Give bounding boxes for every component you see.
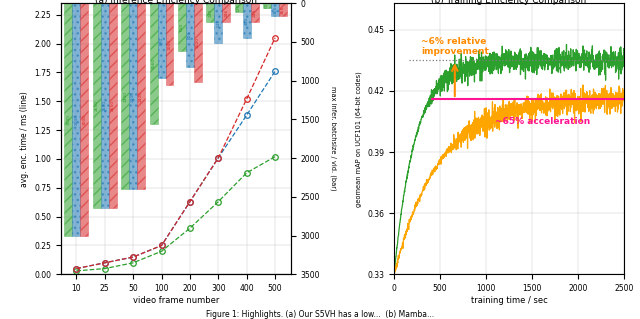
Bar	[214, 3, 222, 43]
Bar	[263, 3, 271, 8]
Text: 165: 165	[273, 5, 277, 14]
Text: 2400: 2400	[124, 91, 127, 102]
S5VH w/o $\mathcal{L}_{CA}$	[468, 125, 476, 129]
S5VH w/ $\mathcal{L}_{CA}$	[490, 68, 498, 72]
S5VH w/o $\mathcal{L}_{CA}$	[516, 110, 524, 114]
Bar	[251, 3, 259, 22]
Text: ~6% relative
improvement: ~6% relative improvement	[420, 37, 489, 56]
Bar	[150, 3, 157, 124]
Text: 165: 165	[281, 5, 285, 14]
Text: 1060: 1060	[168, 39, 172, 50]
Y-axis label: avg. enc. time / ms (line): avg. enc. time / ms (line)	[20, 91, 29, 187]
Bar	[194, 3, 202, 82]
Line: S5VH w/o $\mathcal{L}_{CA}$: S5VH w/o $\mathcal{L}_{CA}$	[394, 85, 624, 273]
S5VH w/ $\mathcal{L}_{CA}$	[620, 58, 628, 62]
S5VH w/ $\mathcal{L}_{CA}$	[429, 99, 436, 103]
Bar	[72, 3, 81, 236]
Text: 450: 450	[244, 17, 249, 25]
Text: 2650: 2650	[103, 100, 107, 111]
Text: 3000: 3000	[67, 114, 70, 125]
Text: 1560: 1560	[152, 58, 156, 69]
Bar	[65, 3, 72, 236]
Title: (b) Training Efficiency Comparison: (b) Training Efficiency Comparison	[431, 0, 587, 5]
Bar	[186, 3, 194, 67]
Bar	[157, 3, 166, 78]
Text: 620: 620	[180, 23, 184, 31]
Text: 2650: 2650	[111, 100, 115, 111]
Y-axis label: max infer. batchsize / vid. (bar): max infer. batchsize / vid. (bar)	[330, 86, 336, 191]
Bar	[166, 3, 173, 85]
Bar	[109, 3, 116, 209]
S5VH w/ $\mathcal{L}_{CA}$	[420, 109, 428, 113]
S5VH w/o $\mathcal{L}_{CA}$	[390, 271, 398, 275]
S5VH w/ $\mathcal{L}_{CA}$	[390, 273, 398, 277]
Text: 2400: 2400	[139, 91, 143, 102]
S5VH w/o $\mathcal{L}_{CA}$	[579, 83, 587, 87]
S5VH w/ $\mathcal{L}_{CA}$	[516, 58, 524, 62]
Text: ~65% acceleration: ~65% acceleration	[495, 117, 591, 126]
S5VH w/ $\mathcal{L}_{CA}$	[511, 61, 519, 64]
Bar	[101, 3, 109, 209]
Text: 2650: 2650	[95, 100, 99, 111]
Title: (a) Inference Efficiency Comparison: (a) Inference Efficiency Comparison	[95, 0, 257, 5]
Bar	[129, 3, 137, 189]
Bar	[235, 3, 243, 12]
Text: Figure 1: Highlights. (a) Our S5VH has a low...  (b) Mamba...: Figure 1: Highlights. (a) Our S5VH has a…	[206, 310, 434, 319]
Bar	[178, 3, 186, 51]
X-axis label: video frame number: video frame number	[132, 296, 219, 305]
Line: S5VH w/ $\mathcal{L}_{CA}$: S5VH w/ $\mathcal{L}_{CA}$	[394, 44, 624, 275]
S5VH w/o $\mathcal{L}_{CA}$	[620, 92, 628, 96]
Bar	[279, 3, 287, 16]
Text: 970: 970	[159, 37, 164, 45]
Text: 120: 120	[237, 4, 241, 12]
Bar	[206, 3, 214, 22]
Bar	[137, 3, 145, 189]
Text: 510: 510	[216, 19, 220, 27]
S5VH w/o $\mathcal{L}_{CA}$	[490, 110, 498, 114]
S5VH w/ $\mathcal{L}_{CA}$	[563, 42, 570, 46]
Y-axis label: geomean mAP on UCF101 (64-bit codes): geomean mAP on UCF101 (64-bit codes)	[355, 71, 362, 207]
Text: 1020: 1020	[196, 37, 200, 48]
Bar	[243, 3, 251, 38]
Text: 3000: 3000	[74, 114, 79, 125]
Bar	[121, 3, 129, 189]
Bar	[222, 3, 230, 22]
Text: 240: 240	[209, 8, 212, 17]
S5VH w/ $\mathcal{L}_{CA}$	[468, 63, 476, 67]
Text: 246: 246	[253, 9, 257, 17]
Bar	[93, 3, 101, 209]
Text: 2400: 2400	[131, 91, 135, 102]
X-axis label: training time / sec: training time / sec	[470, 296, 547, 305]
Text: 820: 820	[188, 31, 192, 39]
Bar	[81, 3, 88, 236]
S5VH w/o $\mathcal{L}_{CA}$	[420, 187, 428, 191]
S5VH w/o $\mathcal{L}_{CA}$	[429, 172, 436, 175]
Text: 246: 246	[224, 9, 228, 17]
Bar	[271, 3, 279, 16]
S5VH w/o $\mathcal{L}_{CA}$	[511, 115, 519, 119]
Text: 60: 60	[265, 3, 269, 8]
Text: 3000: 3000	[83, 114, 86, 125]
